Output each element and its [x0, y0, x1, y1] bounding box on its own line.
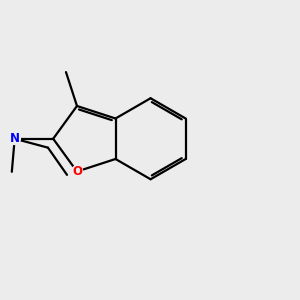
- Circle shape: [9, 133, 20, 144]
- Circle shape: [71, 166, 83, 177]
- Text: N: N: [10, 132, 20, 145]
- Text: O: O: [72, 165, 82, 178]
